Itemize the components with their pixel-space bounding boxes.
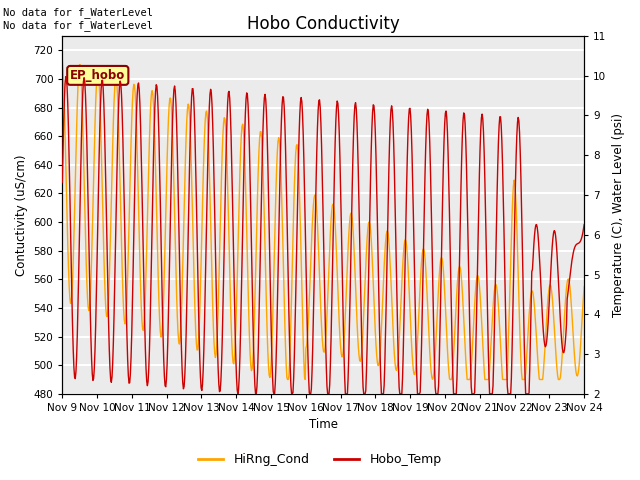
Y-axis label: Contuctivity (uS/cm): Contuctivity (uS/cm) xyxy=(15,154,28,276)
X-axis label: Time: Time xyxy=(308,419,338,432)
Text: No data for f_WaterLevel
No data for f_WaterLevel: No data for f_WaterLevel No data for f_W… xyxy=(3,7,153,31)
Text: EP_hobo: EP_hobo xyxy=(70,69,125,82)
Legend: HiRng_Cond, Hobo_Temp: HiRng_Cond, Hobo_Temp xyxy=(193,448,447,471)
Y-axis label: Temperature (C), Water Level (psi): Temperature (C), Water Level (psi) xyxy=(612,113,625,317)
Title: Hobo Conductivity: Hobo Conductivity xyxy=(247,15,399,33)
